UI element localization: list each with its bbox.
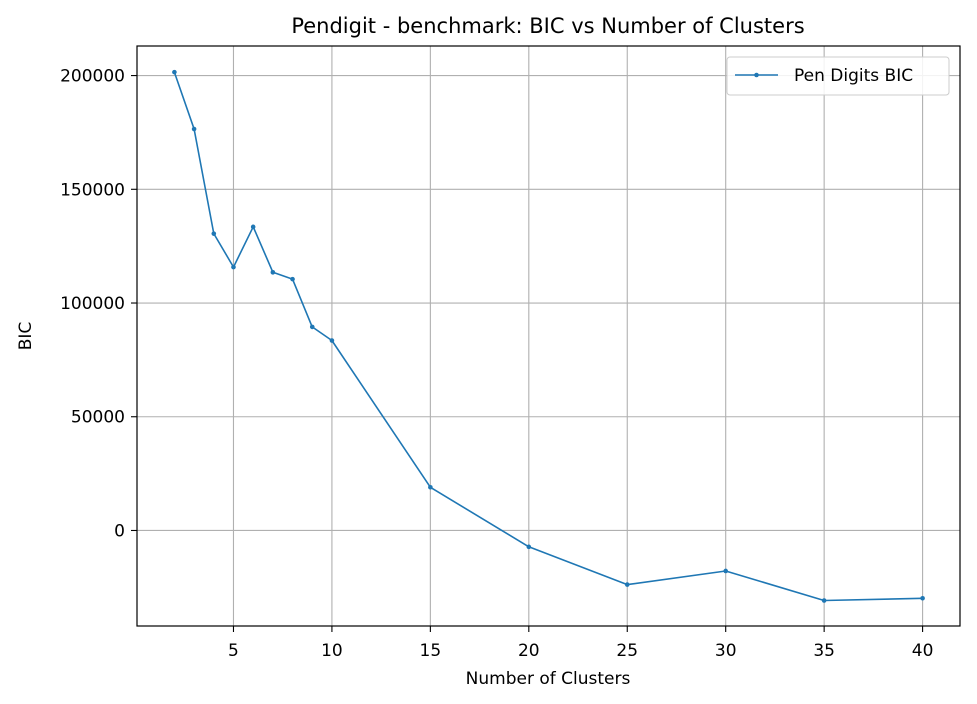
x-tick-label: 30 bbox=[715, 641, 737, 661]
x-tick-label: 40 bbox=[912, 641, 934, 661]
data-point bbox=[270, 270, 276, 275]
legend: Pen Digits BIC bbox=[726, 56, 950, 96]
y-tick-label: 0 bbox=[114, 521, 125, 541]
y-tick-label: 150000 bbox=[60, 180, 125, 200]
data-point bbox=[428, 484, 433, 490]
data-point bbox=[920, 595, 925, 601]
legend-label: Pen Digits BIC bbox=[794, 66, 913, 86]
data-point bbox=[290, 276, 295, 282]
x-tick-label: 35 bbox=[813, 641, 835, 661]
x-tick-label: 15 bbox=[420, 641, 442, 661]
y-axis-label: BIC bbox=[16, 322, 36, 351]
chart-title: Pendigit - benchmark: BIC vs Number of C… bbox=[291, 14, 804, 38]
legend-marker bbox=[754, 72, 759, 78]
data-point bbox=[723, 568, 729, 574]
data-point bbox=[250, 224, 256, 230]
y-tick-label: 50000 bbox=[71, 408, 125, 428]
x-axis-label: Number of Clusters bbox=[466, 669, 631, 689]
x-tick-label: 20 bbox=[518, 641, 540, 661]
x-tick-label: 10 bbox=[321, 641, 343, 661]
data-point bbox=[309, 324, 315, 330]
data-point bbox=[231, 264, 236, 270]
data-point bbox=[329, 338, 335, 343]
x-tick-label: 25 bbox=[616, 641, 638, 661]
plot-frame bbox=[136, 45, 961, 627]
data-point bbox=[526, 544, 532, 550]
data-point bbox=[191, 126, 197, 132]
data-point bbox=[624, 582, 630, 587]
x-tick-label: 5 bbox=[228, 641, 239, 661]
axis-ticks: 5 10 15 20 25 30 35 40 0 50000 100000 150000 200000 bbox=[60, 67, 933, 661]
data-point bbox=[211, 231, 217, 236]
data-point bbox=[821, 598, 827, 603]
y-tick-label: 100000 bbox=[60, 294, 125, 314]
y-tick-label: 200000 bbox=[60, 67, 125, 87]
data-point bbox=[172, 69, 177, 75]
series-layer bbox=[172, 69, 925, 603]
legend-box bbox=[726, 56, 950, 96]
